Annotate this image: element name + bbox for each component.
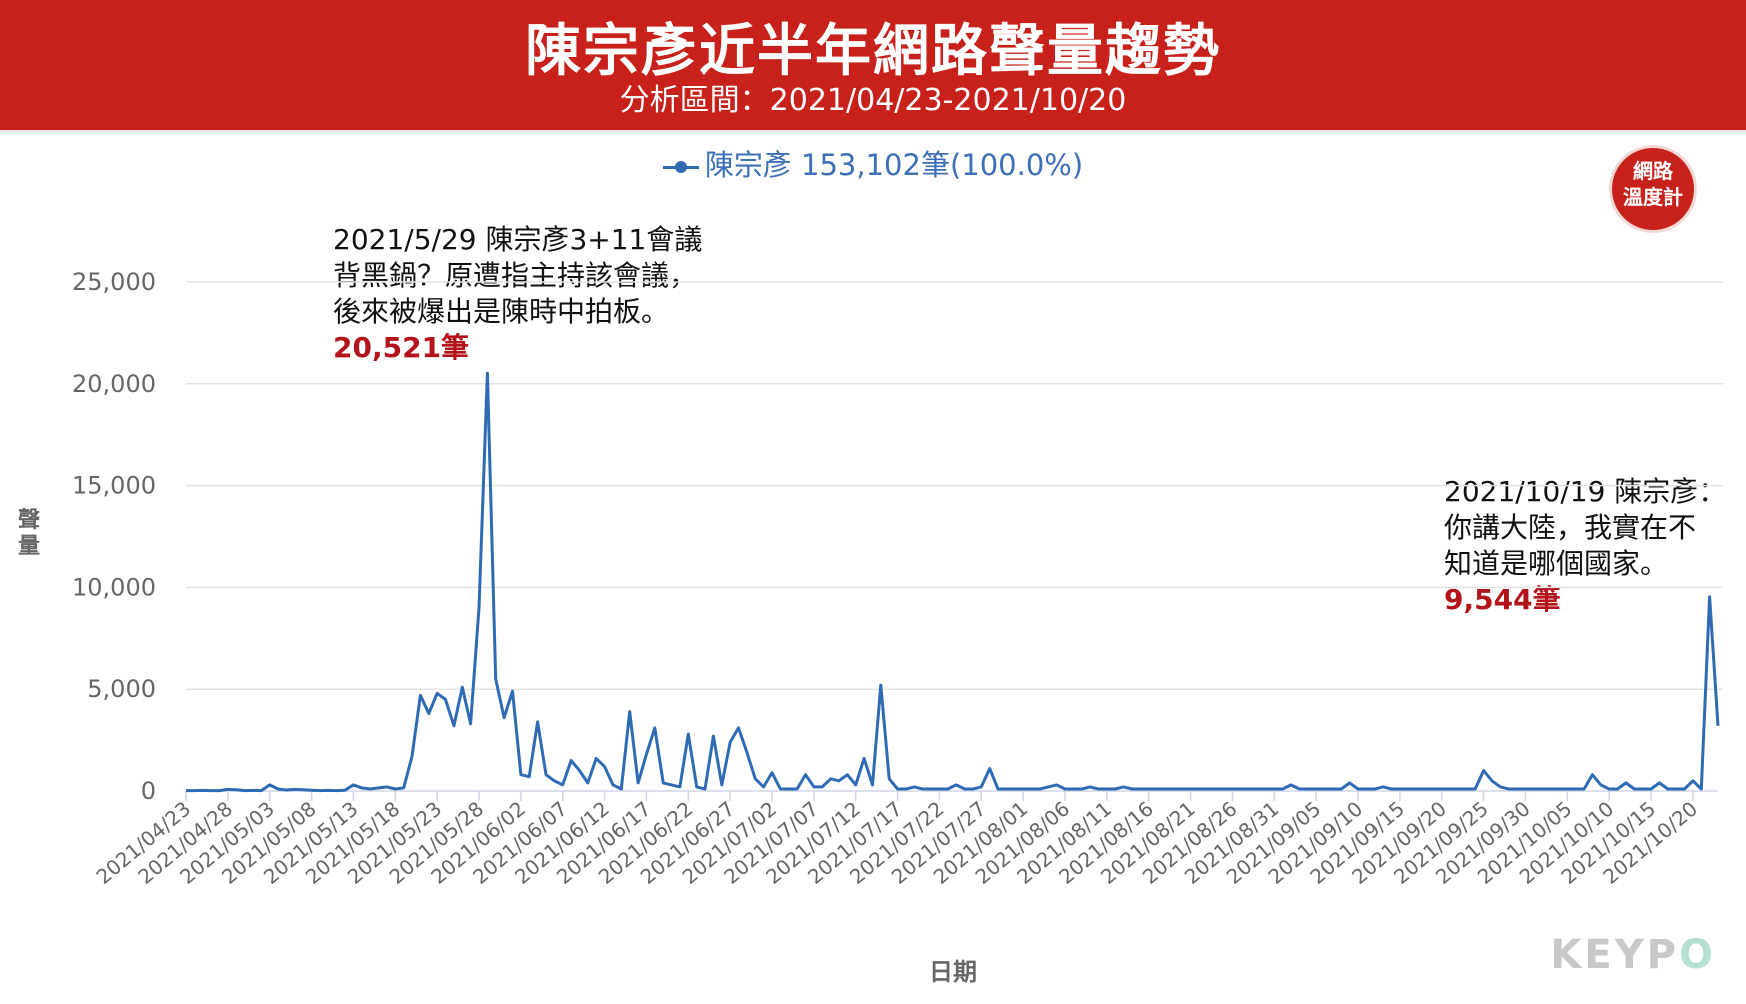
peak-annotation-count: 20,521筆	[333, 331, 470, 364]
watermark-o: O	[1678, 932, 1716, 978]
peak-annotation-line-2: 背黑鍋？原遭指主持該會議，	[333, 259, 698, 292]
recent-annotation-line-2: 你講大陸，我實在不	[1444, 511, 1697, 544]
y-tick-label: 25,000	[72, 268, 156, 296]
peak-annotation-line-3: 後來被爆出是陳時中拍板。	[333, 295, 670, 328]
badge-line-1: 網路	[1633, 159, 1673, 183]
y-axis-ticks: 0 5,000 10,000 15,000 20,000 25,000	[72, 268, 156, 805]
y-tick-label: 15,000	[72, 472, 156, 500]
x-axis-ticks: 2021/04/232021/04/282021/05/032021/05/08…	[91, 791, 1702, 889]
chart-title: 陳宗彥近半年網路聲量趨勢	[525, 19, 1221, 84]
y-axis-label: 聲量	[17, 508, 40, 559]
grid-lines	[186, 281, 1723, 690]
title-banner: 陳宗彥近半年網路聲量趨勢 分析區間：2021/04/23-2021/10/20	[0, 0, 1746, 133]
legend-label: 陳宗彥 153,102筆(100.0%)	[704, 148, 1084, 182]
analysis-period: 分析區間：2021/04/23-2021/10/20	[619, 83, 1127, 118]
recent-annotation-count: 9,544筆	[1444, 583, 1561, 616]
y-tick-label: 10,000	[72, 573, 156, 601]
peak-annotation: 2021/5/29 陳宗彥3+11會議 背黑鍋？原遭指主持該會議， 後來被爆出是…	[333, 222, 702, 366]
recent-annotation-line-3: 知道是哪個國家。	[1444, 547, 1669, 580]
badge-line-2: 溫度計	[1623, 185, 1683, 209]
y-tick-label: 20,000	[72, 370, 156, 398]
y-tick-label: 5,000	[87, 675, 156, 703]
temperature-logo-badge: 網路 溫度計	[1612, 148, 1694, 230]
x-axis-label: 日期	[929, 958, 977, 986]
watermark-text: KEYP	[1550, 932, 1679, 978]
recent-annotation-line-1: 2021/10/19 陳宗彥：	[1444, 475, 1727, 508]
peak-annotation-line-1: 2021/5/29 陳宗彥3+11會議	[333, 223, 703, 256]
series-line-陳宗彥[interactable]	[186, 371, 1720, 793]
legend-line-marker-icon	[662, 157, 699, 177]
recent-annotation: 2021/10/19 陳宗彥： 你講大陸，我實在不 知道是哪個國家。 9,544…	[1444, 474, 1726, 618]
keypo-watermark: KEYPO	[1550, 932, 1716, 978]
y-tick-label: 0	[141, 777, 156, 805]
chart-legend[interactable]: 陳宗彥 153,102筆(100.0%)	[0, 142, 1746, 184]
